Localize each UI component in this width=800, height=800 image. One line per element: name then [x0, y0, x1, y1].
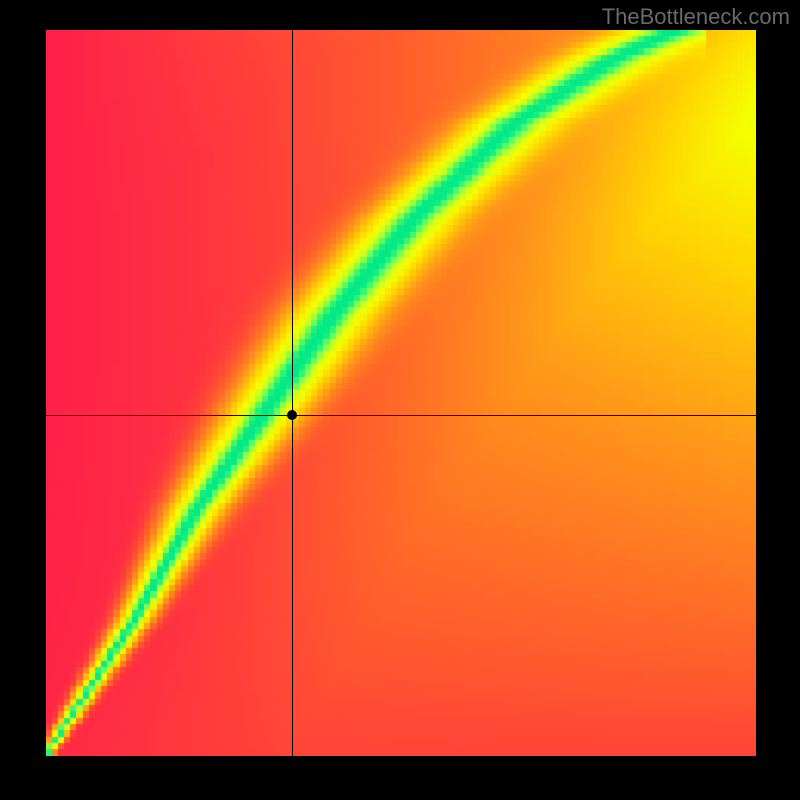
chart-container: TheBottleneck.com — [0, 0, 800, 800]
watermark-text: TheBottleneck.com — [602, 4, 790, 30]
heatmap-plot — [46, 30, 756, 756]
crosshair-horizontal — [46, 415, 756, 416]
crosshair-marker — [287, 410, 297, 420]
crosshair-vertical — [292, 30, 293, 756]
